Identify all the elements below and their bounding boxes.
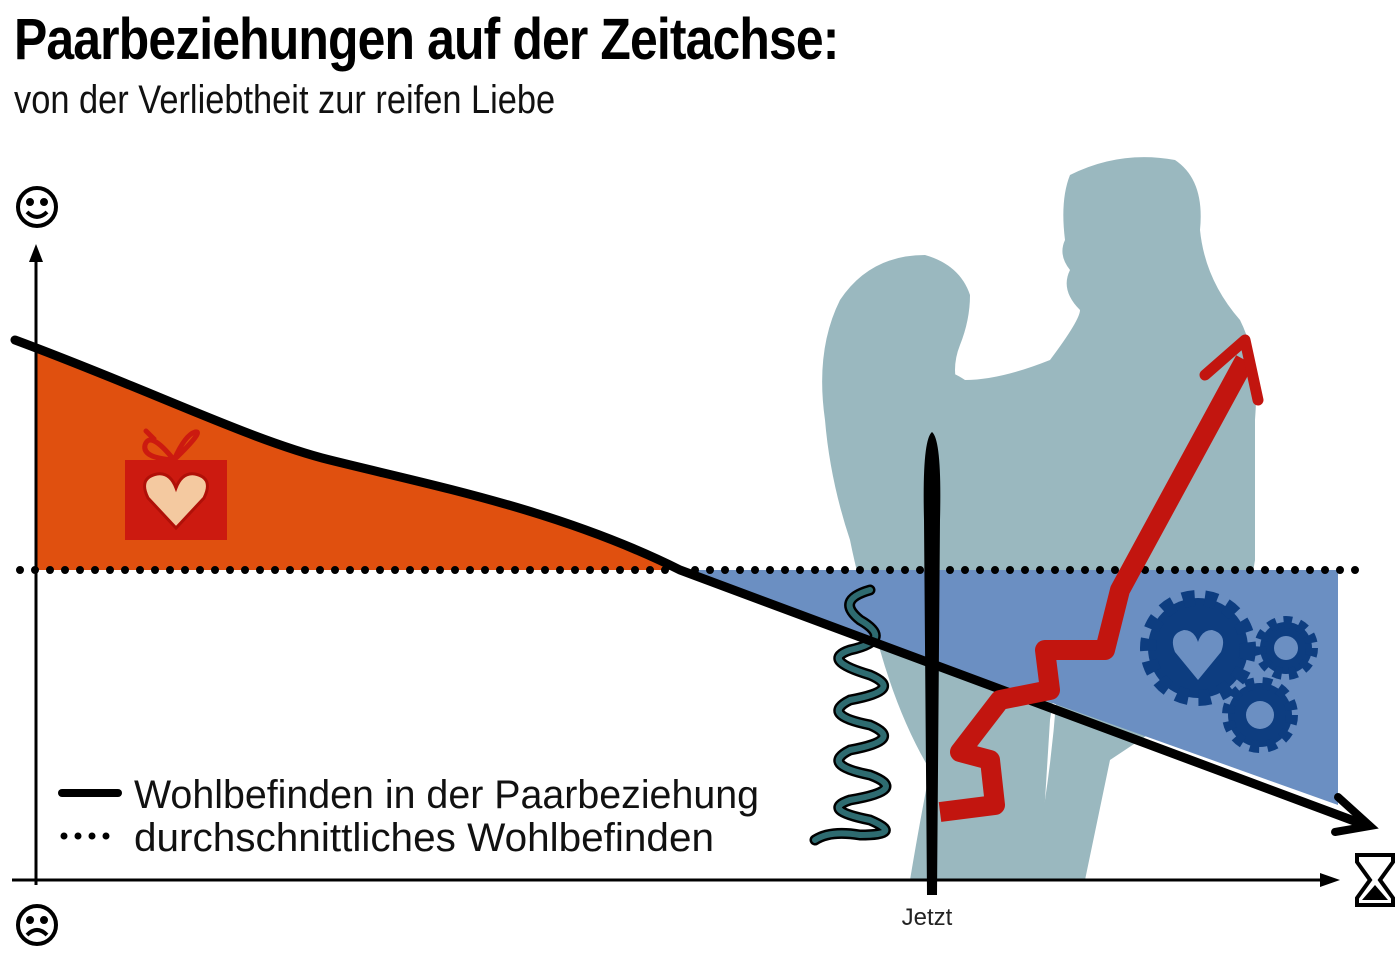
now-label: Jetzt	[902, 904, 953, 931]
smiley-icon	[16, 186, 58, 228]
legend-label-average: durchschnittliches Wohlbefinden	[134, 816, 714, 860]
couple-silhouette	[822, 157, 1256, 881]
wellbeing-line-arrow	[1331, 793, 1379, 836]
y-axis-arrow	[29, 244, 43, 262]
x-axis-arrow	[1320, 873, 1340, 887]
zigzag-arrow-icon	[938, 355, 1254, 822]
gears-heart-icon	[1140, 590, 1318, 753]
wellbeing-line	[10, 335, 1370, 830]
frown-icon	[16, 904, 58, 946]
page-subtitle: von der Verliebtheit zur reifen Liebe	[14, 78, 556, 122]
gift-heart-icon	[125, 428, 227, 540]
legend-label-wellbeing: Wohlbefinden in der Paarbeziehung	[134, 773, 759, 817]
hourglass-icon	[1355, 853, 1395, 907]
legend: Wohlbefinden in der Paarbeziehung durchs…	[58, 773, 759, 860]
page-title: Paarbeziehungen auf der Zeitachse:	[14, 7, 839, 72]
now-marker	[923, 432, 941, 895]
